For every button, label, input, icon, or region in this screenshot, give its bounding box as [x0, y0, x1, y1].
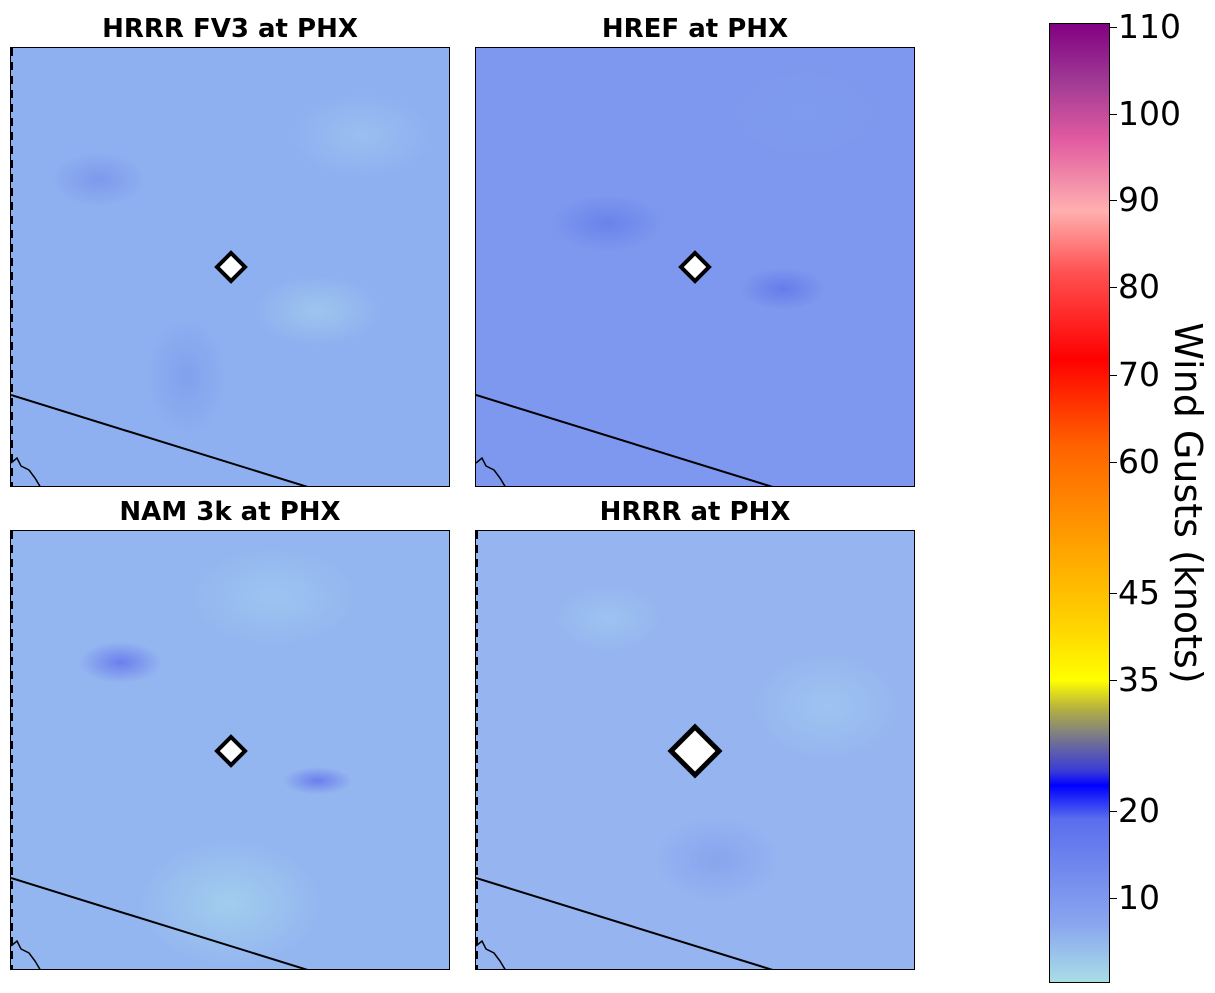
colorbar-tick-label: 90: [1118, 180, 1160, 219]
map-overlay: [476, 531, 773, 969]
colorbar-tick-label: 35: [1118, 660, 1160, 699]
coastline: [476, 939, 506, 969]
panel-title-href: HREF at PHX: [601, 14, 789, 44]
colorbar-tick: [1110, 811, 1117, 812]
colorbar-tick-label: 100: [1118, 94, 1181, 133]
map-overlay: [11, 531, 308, 969]
colorbar-tick-label: 45: [1118, 573, 1160, 612]
map-panel-nam-3k[interactable]: [10, 530, 450, 970]
state-border: [476, 877, 773, 969]
panel-title-hrrr-fv3: HRRR FV3 at PHX: [102, 14, 358, 44]
colorbar-label: Wind Gusts (knots): [1166, 322, 1210, 684]
station-marker-icon[interactable]: [678, 250, 712, 284]
panel-title-hrrr: HRRR at PHX: [599, 497, 791, 527]
state-border: [476, 394, 773, 486]
colorbar-tick: [1110, 114, 1117, 115]
colorbar-tick: [1110, 898, 1117, 899]
state-border: [11, 877, 308, 969]
colorbar-tick: [1110, 593, 1117, 594]
colorbar: [1049, 23, 1110, 983]
colorbar-tick: [1110, 375, 1117, 376]
map-overlay: [11, 48, 308, 486]
colorbar-tick: [1110, 287, 1117, 288]
colorbar-tick-label: 10: [1118, 878, 1160, 917]
colorbar-tick-label: 60: [1118, 442, 1160, 481]
colorbar-tick-label: 80: [1118, 267, 1160, 306]
map-overlay: [476, 250, 773, 486]
station-marker-icon[interactable]: [214, 250, 248, 284]
colorbar-tick-label: 70: [1118, 355, 1160, 394]
colorbar-tick: [1110, 462, 1117, 463]
state-border: [11, 394, 308, 486]
coastline: [11, 939, 41, 969]
coastline: [476, 456, 506, 486]
colorbar-tick: [1110, 27, 1117, 28]
panel-title-nam-3k: NAM 3k at PHX: [119, 497, 341, 527]
colorbar-tick-label: 110: [1118, 7, 1181, 46]
colorbar-tick: [1110, 200, 1117, 201]
map-panel-href[interactable]: [475, 47, 915, 487]
map-panel-hrrr-fv3[interactable]: [10, 47, 450, 487]
colorbar-tick-label: 20: [1118, 791, 1160, 830]
colorbar-tick: [1110, 680, 1117, 681]
station-marker-icon[interactable]: [214, 734, 248, 768]
map-panel-hrrr[interactable]: [475, 530, 915, 970]
station-marker-icon[interactable]: [667, 723, 723, 779]
coastline: [11, 456, 41, 486]
